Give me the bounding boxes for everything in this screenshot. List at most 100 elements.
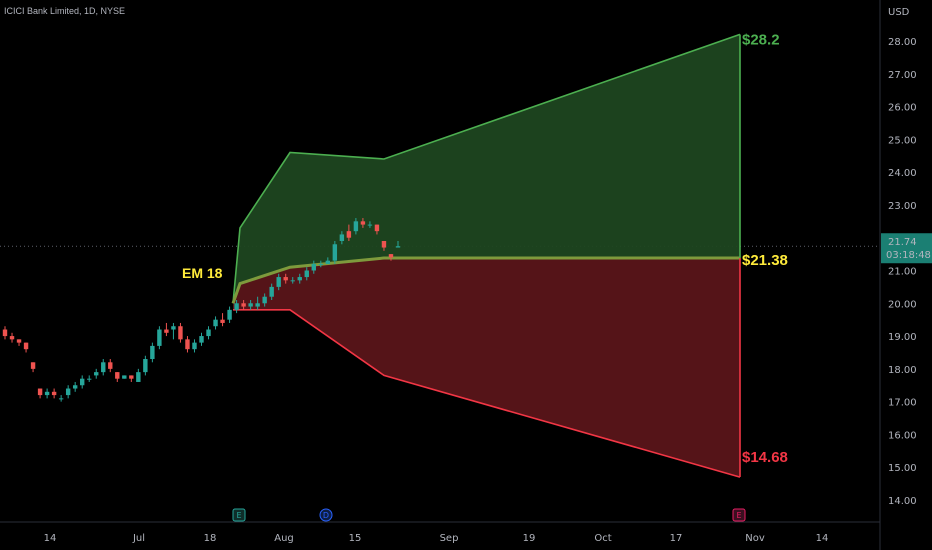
candle-body [178,326,183,340]
event-marker-earnings[interactable]: E [732,508,746,522]
candle[interactable] [37,388,43,399]
candle[interactable] [164,322,169,337]
candle[interactable] [220,313,225,327]
date-tick-label: 14 [44,533,57,544]
candle-body [23,342,29,350]
candle[interactable] [72,381,78,392]
candle[interactable] [143,355,148,376]
candle[interactable] [94,368,99,379]
price-tick-label: 23.00 [888,201,917,212]
expected-move-label: EM 18 [182,265,223,281]
time-axis[interactable]: 14 Jul 18 Aug 15 Sep 19 Oct 17 Nov 14 [44,533,829,544]
candle[interactable] [311,260,316,274]
event-marker-dividend[interactable]: D [319,508,333,522]
candle[interactable] [51,388,57,399]
date-tick-label: Oct [594,533,611,544]
currency-label: USD [888,7,910,18]
candle[interactable] [79,375,85,389]
candle[interactable] [129,375,134,382]
candle-body [101,362,106,373]
candle[interactable] [65,385,71,399]
candle[interactable] [248,300,253,310]
candle[interactable] [318,260,324,268]
upper-range-fill [233,34,740,304]
candle[interactable] [101,359,106,376]
date-tick-label: Aug [274,533,294,544]
candle[interactable] [44,388,50,399]
candle[interactable] [360,218,366,228]
candle[interactable] [262,293,267,307]
candle-body [164,329,169,333]
upper-range-line [232,33,741,304]
candle[interactable] [178,322,183,343]
candle[interactable] [381,240,387,251]
candle[interactable] [353,218,359,235]
candle[interactable] [283,273,288,284]
candle[interactable] [234,300,239,314]
candle-body [94,372,99,376]
candle[interactable] [16,339,22,346]
candle[interactable] [395,240,401,248]
candle[interactable] [297,273,302,284]
candle[interactable] [269,283,274,301]
candle[interactable] [108,359,113,373]
candle[interactable] [388,254,394,261]
candle-body [44,391,50,396]
candle-body [255,303,260,307]
price-tick-label: 15.00 [888,463,917,474]
candle-body [213,319,218,327]
candle[interactable] [185,336,190,353]
candles-layer[interactable] [2,218,401,402]
candle[interactable] [346,224,352,241]
candle[interactable] [157,326,162,350]
candle[interactable] [30,362,36,373]
candle[interactable] [339,231,345,245]
candle[interactable] [2,326,8,340]
candle[interactable] [304,267,309,281]
candle[interactable] [241,300,246,310]
candle-body [51,391,57,396]
candle[interactable] [290,277,295,284]
symbol-title: ICICI Bank Limited, 1D, NYSE [4,6,125,16]
candle-body [276,277,281,287]
candle[interactable] [122,375,127,379]
candle[interactable] [171,322,176,340]
candle[interactable] [9,332,15,343]
candle-body [374,224,380,232]
candle[interactable] [367,221,373,228]
event-marker-letter: E [236,511,241,520]
earnings-marker-shape [732,508,746,522]
candle[interactable] [374,224,380,235]
date-tick-label: 15 [349,533,362,544]
date-tick-label: Sep [440,533,459,544]
candle[interactable] [332,240,338,264]
price-axis[interactable]: USD28.0027.0026.0025.0024.0023.0022.0021… [881,7,932,507]
candle[interactable] [227,306,232,323]
candle[interactable] [276,273,281,291]
date-tick-label: 14 [816,533,829,544]
date-tick-label: Jul [132,533,145,544]
candle[interactable] [325,257,331,264]
candle[interactable] [23,342,29,353]
candle[interactable] [150,342,155,363]
event-marker-letter: E [736,511,741,520]
candle[interactable] [115,372,120,382]
candle[interactable] [213,316,218,330]
candle[interactable] [136,368,141,382]
candle-body [367,224,373,226]
price-tick-label: 18.00 [888,365,917,376]
current-price-badge [881,233,932,264]
candle-body [360,221,366,225]
candle[interactable] [87,375,92,382]
price-tick-label: 19.00 [888,332,917,343]
candle-body [269,286,274,297]
candle[interactable] [255,296,260,310]
candle[interactable] [199,332,204,346]
candle[interactable] [206,326,211,340]
candle[interactable] [58,395,64,402]
candle[interactable] [192,339,197,353]
event-marker-earnings[interactable]: E [232,508,246,522]
candle-body [283,277,288,281]
